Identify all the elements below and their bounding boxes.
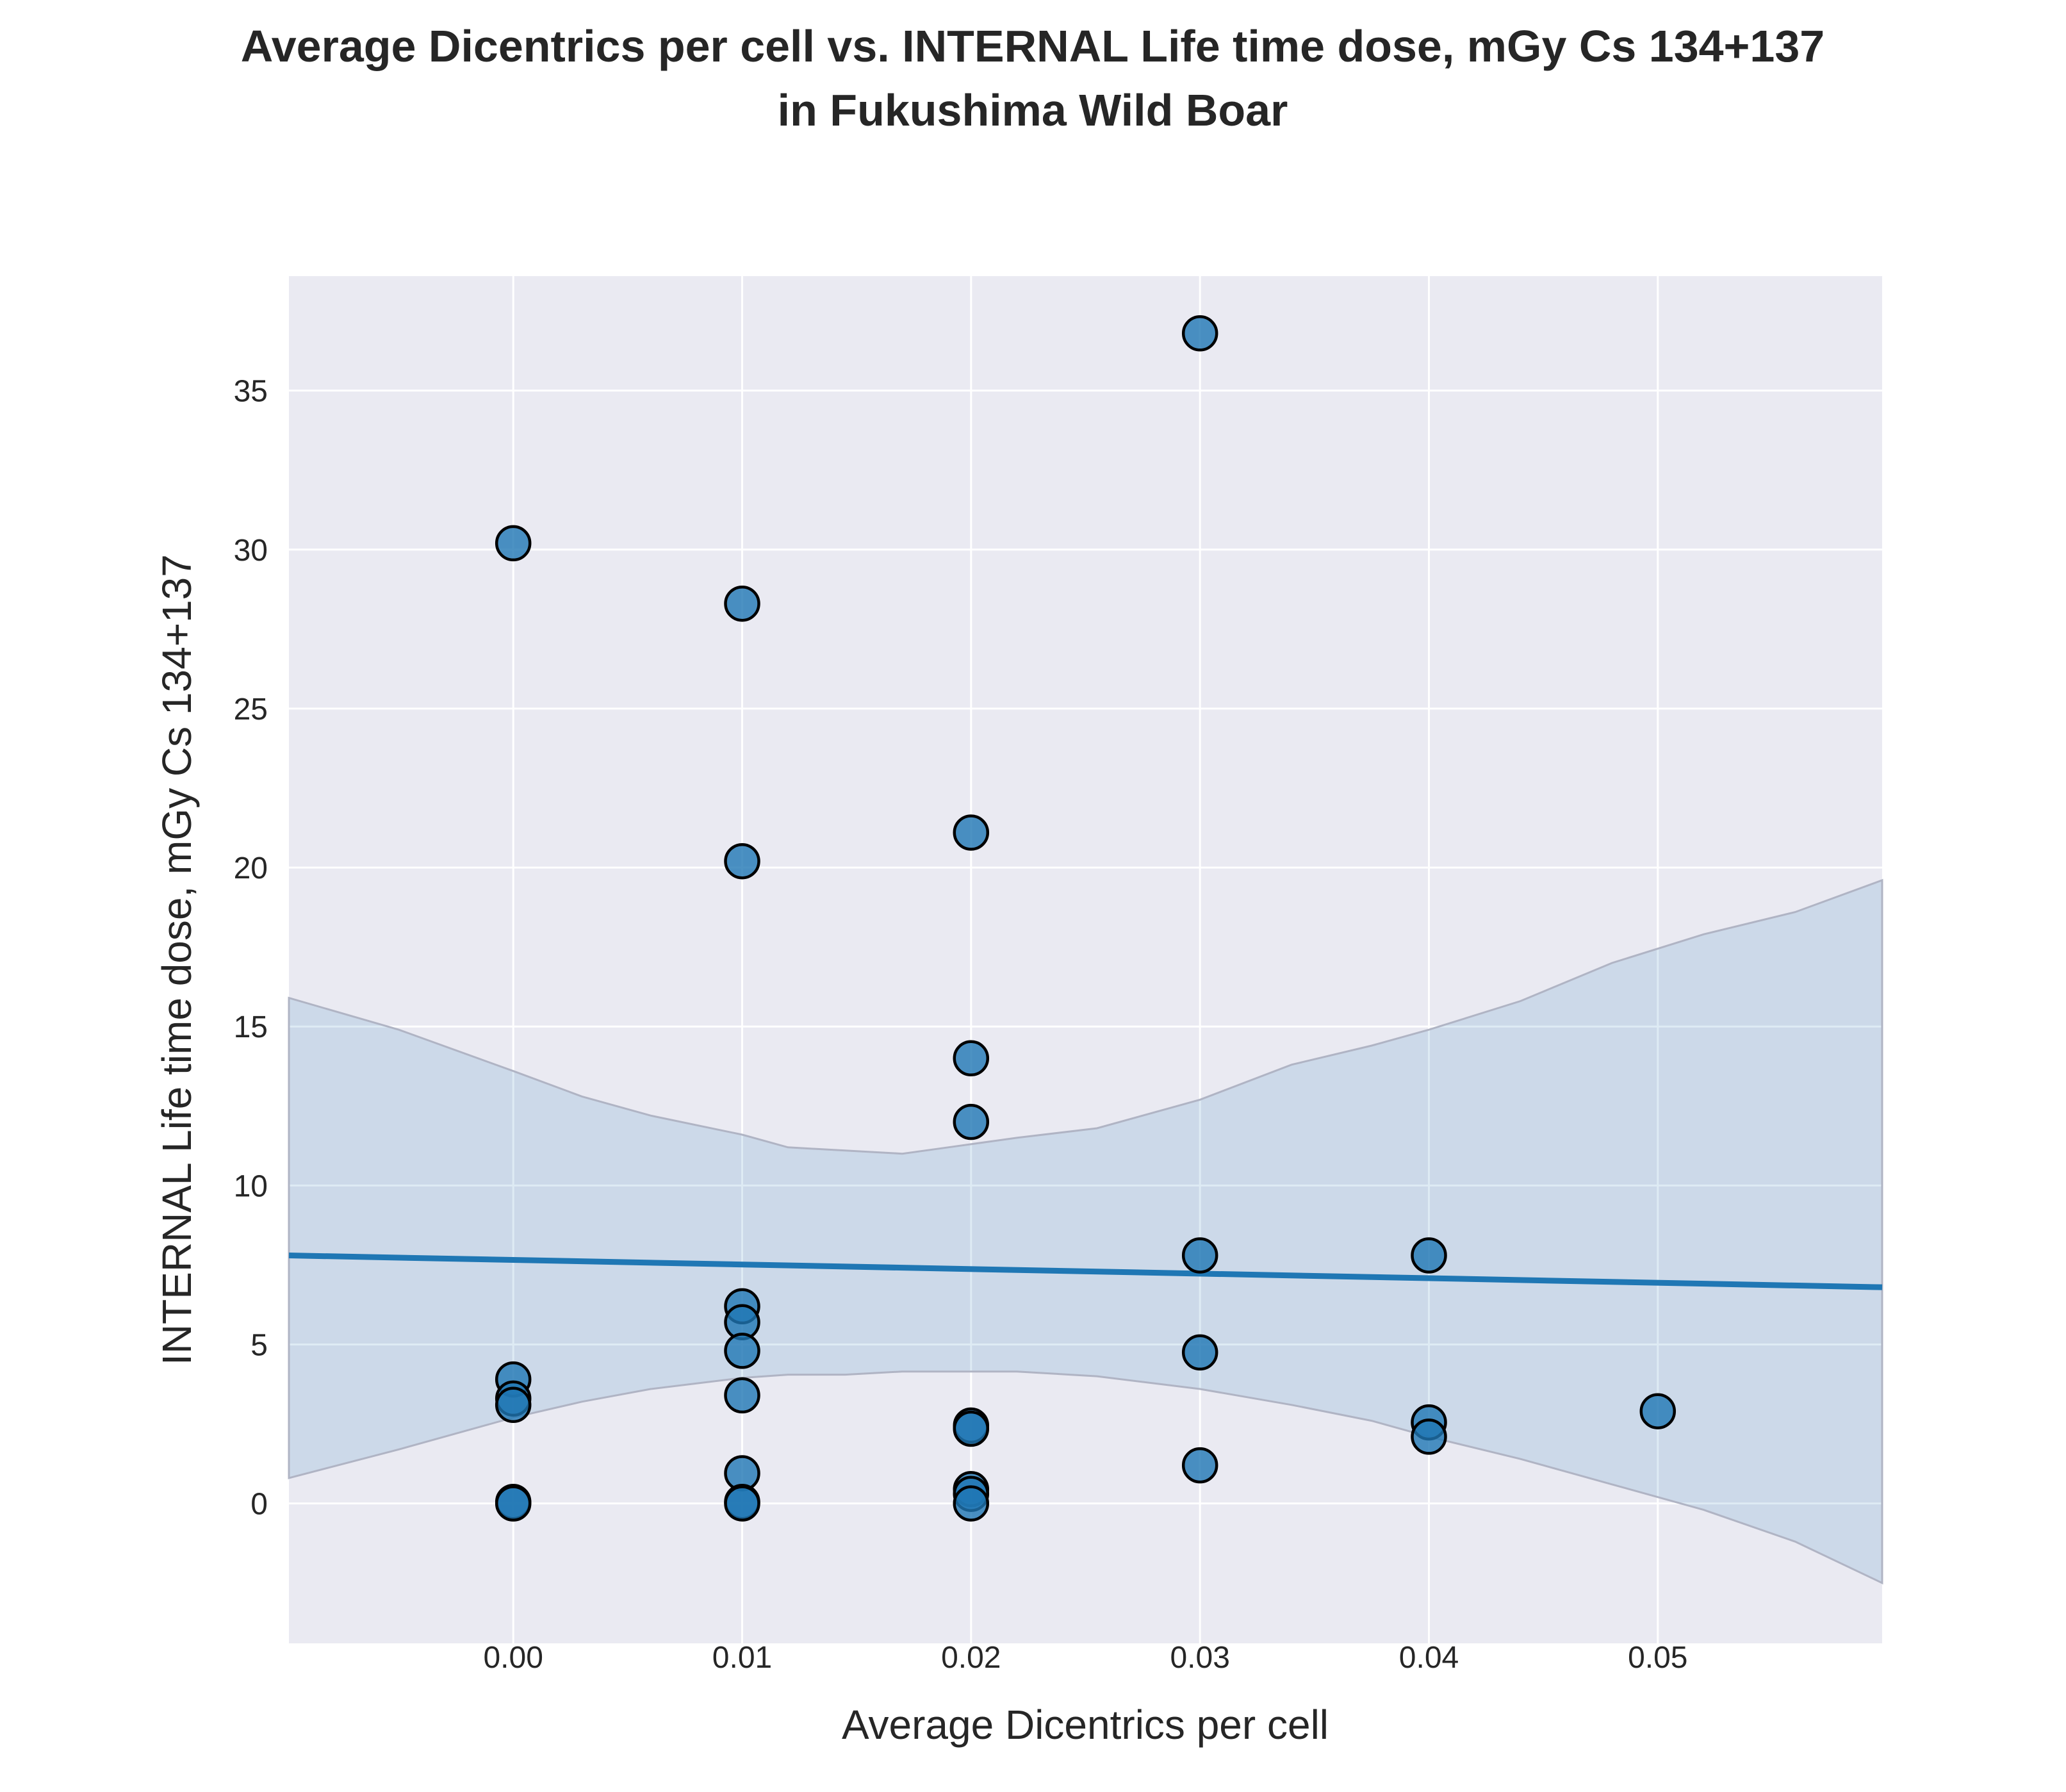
y-tick-label: 0	[250, 1488, 268, 1522]
data-point	[1181, 1237, 1218, 1274]
chart-title-line-2: in Fukushima Wild Boar	[778, 85, 1288, 135]
data-point	[1181, 1334, 1218, 1371]
confidence-band-layer	[288, 878, 1883, 1585]
x-tick-label: 0.02	[941, 1641, 1001, 1675]
x-tick-label: 0.01	[712, 1641, 772, 1675]
data-point	[724, 843, 760, 880]
x-axis-label: Average Dicentrics per cell	[842, 1702, 1329, 1748]
y-tick-label: 5	[250, 1329, 268, 1363]
data-point	[1411, 1237, 1447, 1274]
data-points	[495, 315, 1677, 1522]
data-point	[495, 525, 532, 562]
plot-area	[289, 276, 1882, 1643]
data-point	[953, 1103, 990, 1140]
x-tick-label: 0.05	[1628, 1641, 1687, 1675]
regression-line	[288, 1253, 1883, 1290]
data-point	[495, 1386, 532, 1424]
y-axis-ticks: 0 5 10 15 20 25 30 35	[234, 375, 268, 1522]
data-point	[1639, 1393, 1677, 1429]
data-point	[724, 1377, 760, 1414]
y-tick-label: 25	[234, 693, 268, 727]
data-point	[953, 1040, 990, 1077]
data-point	[495, 1485, 532, 1522]
data-point	[1181, 1447, 1218, 1484]
data-point	[953, 1410, 990, 1447]
chart-title-line-1: Average Dicentrics per cell vs. INTERNAL…	[241, 21, 1824, 71]
y-tick-label: 30	[234, 534, 268, 568]
x-axis-ticks: 0.00 0.01 0.02 0.03 0.04 0.05	[483, 1641, 1687, 1675]
data-point	[724, 585, 760, 622]
y-tick-label: 35	[234, 375, 268, 409]
y-tick-label: 20	[234, 851, 268, 885]
data-point	[1411, 1418, 1447, 1455]
x-tick-label: 0.00	[483, 1641, 543, 1675]
y-tick-label: 10	[234, 1169, 268, 1203]
x-tick-label: 0.04	[1399, 1641, 1459, 1675]
data-point	[724, 1333, 760, 1369]
data-point	[953, 814, 990, 851]
data-point	[724, 1485, 760, 1522]
x-tick-label: 0.03	[1170, 1641, 1229, 1675]
confidence-band	[288, 878, 1883, 1585]
grid-lines	[289, 276, 1882, 1643]
regression-line-layer	[288, 1253, 1883, 1290]
y-tick-label: 15	[234, 1010, 268, 1044]
data-point	[953, 1485, 990, 1522]
y-axis-label: INTERNAL Life time dose, mGy Cs 134+137	[154, 554, 200, 1365]
data-point	[1181, 315, 1218, 352]
